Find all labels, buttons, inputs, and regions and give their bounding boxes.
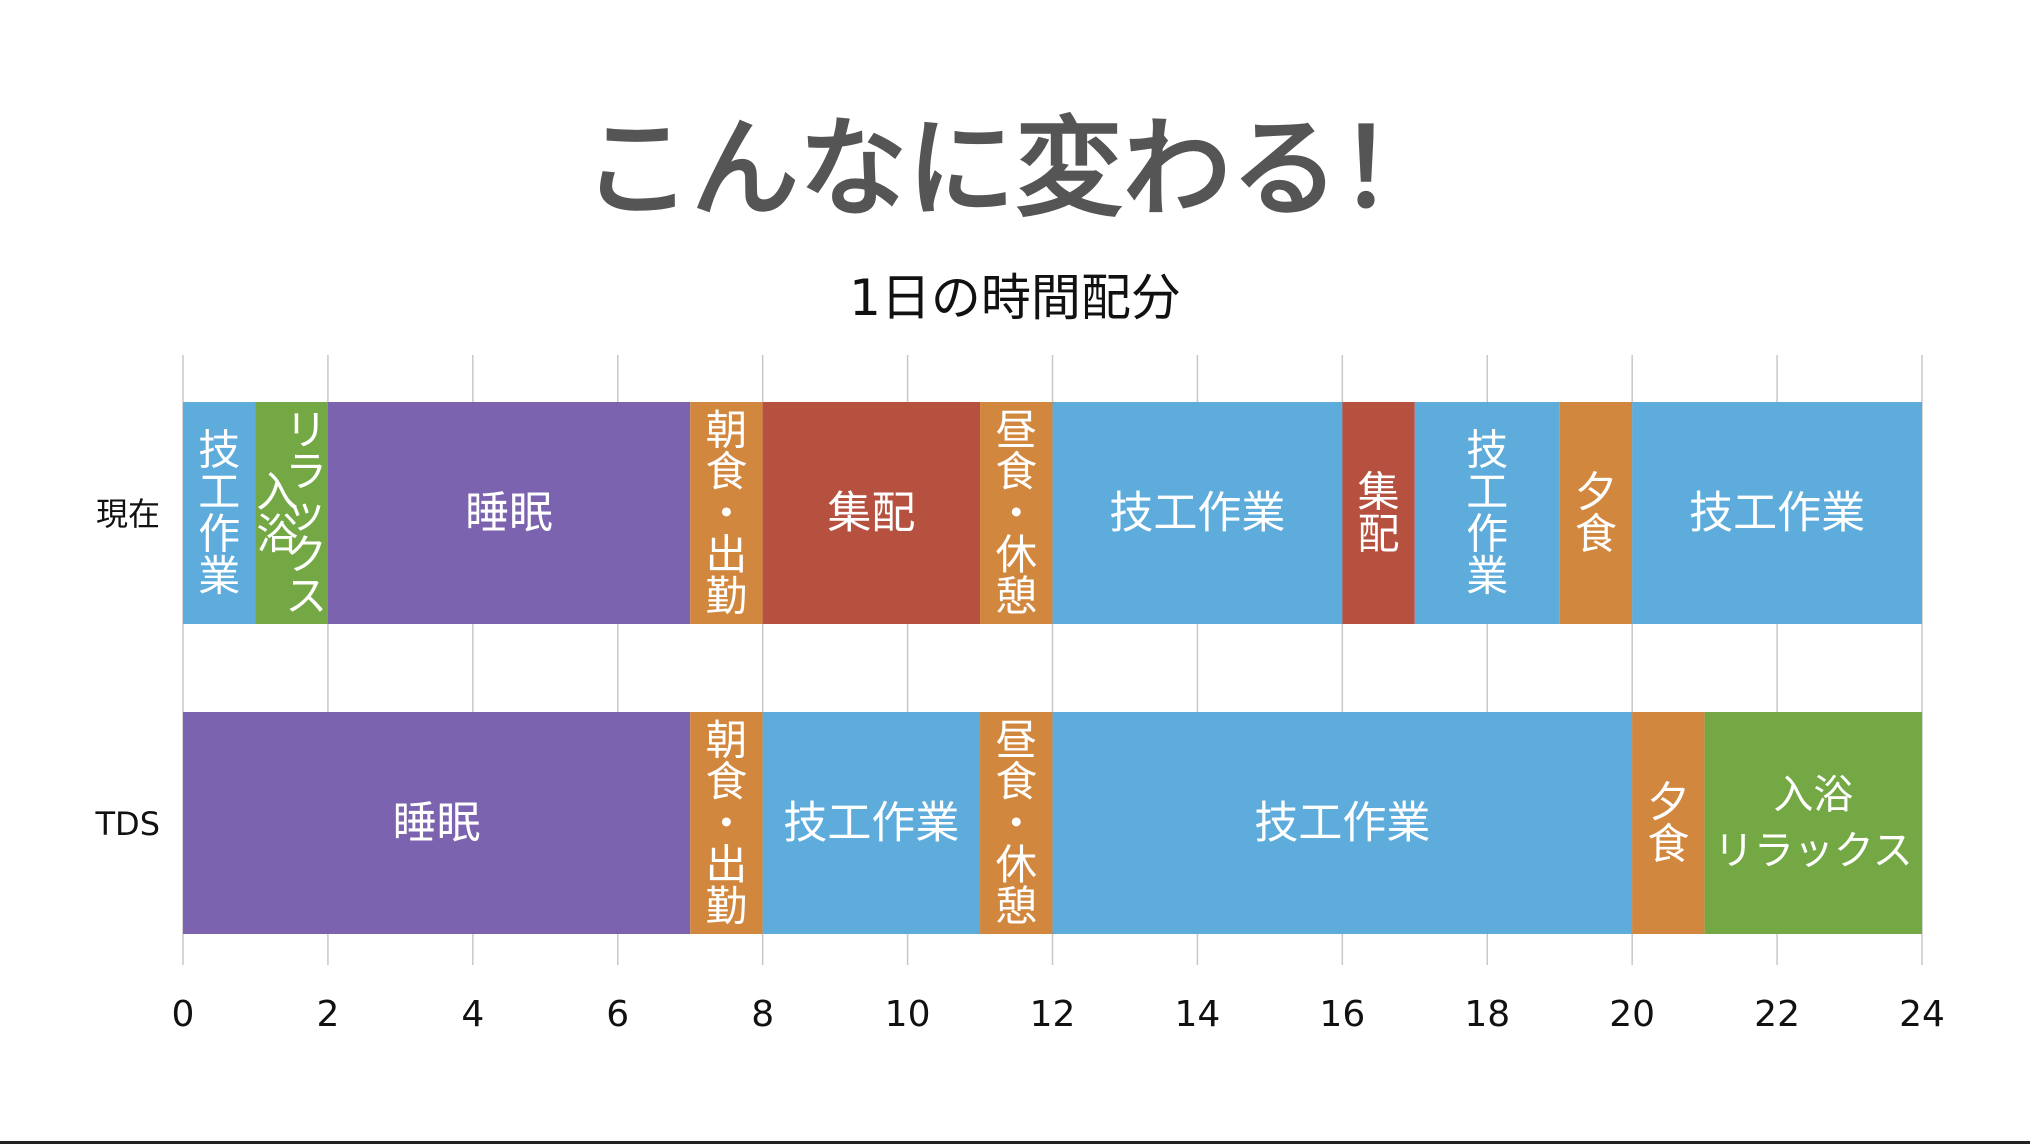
segment-label: 食 bbox=[706, 757, 748, 806]
row-label: 現在 bbox=[96, 495, 160, 533]
segment-label: 出 bbox=[706, 840, 748, 889]
segment-label: 朝 bbox=[706, 405, 748, 454]
segment-label: 昼 bbox=[995, 405, 1037, 454]
segment-label: 作 bbox=[1466, 510, 1508, 559]
bar-segment bbox=[1704, 712, 1922, 934]
segment-label: 技工作業 bbox=[783, 798, 959, 849]
bar-segment bbox=[980, 712, 1053, 934]
bar-segment bbox=[980, 402, 1053, 624]
segment-label: 食 bbox=[995, 447, 1037, 496]
segment-label: 休 bbox=[995, 530, 1037, 579]
segment-label: 睡眠 bbox=[465, 488, 553, 539]
segment-label: 入 bbox=[256, 468, 298, 517]
segment-label: リラックス bbox=[1714, 828, 1913, 874]
bars bbox=[183, 402, 1922, 934]
segment-label: 食 bbox=[1647, 820, 1689, 869]
segment-label: ッ bbox=[285, 489, 327, 538]
x-tick-label: 16 bbox=[1319, 994, 1365, 1035]
segment-label: 技工作業 bbox=[1689, 488, 1865, 539]
slide-title: こんなに変わる！ bbox=[582, 107, 1447, 232]
x-tick-label: 20 bbox=[1609, 994, 1655, 1035]
bar-segment bbox=[1632, 712, 1705, 934]
x-tick-label: 4 bbox=[461, 994, 484, 1035]
segment-label: 勤 bbox=[706, 572, 748, 621]
segment-label: 技工作業 bbox=[1109, 488, 1285, 539]
segment-label: 夕 bbox=[1647, 778, 1689, 827]
bar-segment bbox=[327, 402, 691, 624]
bar-segment bbox=[183, 712, 691, 934]
bar-segment bbox=[690, 712, 763, 934]
x-tick-label: 0 bbox=[172, 994, 195, 1035]
segment-label: ・ bbox=[706, 799, 748, 848]
x-tick-label: 14 bbox=[1175, 994, 1221, 1035]
row-label: TDS bbox=[95, 805, 161, 843]
bar-segment bbox=[1559, 402, 1633, 624]
segment-label: 憩 bbox=[995, 572, 1037, 621]
x-tick-label: 2 bbox=[316, 994, 339, 1035]
segment-label: 入浴 bbox=[1773, 772, 1853, 818]
segment-label: ク bbox=[285, 530, 327, 579]
segment-label: 作 bbox=[198, 510, 240, 559]
bar-segment bbox=[1342, 402, 1415, 624]
x-axis-tick-labels: 0 2 4 6 8 10 12 14 16 18 20 22 24 bbox=[172, 994, 1945, 1035]
segment-label: 食 bbox=[995, 757, 1037, 806]
x-tick-label: 10 bbox=[885, 994, 931, 1035]
x-tick-label: 6 bbox=[606, 994, 629, 1035]
segment-label: 集配 bbox=[827, 488, 915, 539]
segment-label: 浴 bbox=[256, 510, 298, 559]
segment-label: 出 bbox=[706, 530, 748, 579]
segment-label: 業 bbox=[1466, 552, 1508, 601]
segment-label: 技 bbox=[1466, 426, 1508, 475]
segment-label: 技 bbox=[198, 426, 240, 475]
segment-label: 睡眠 bbox=[393, 798, 481, 849]
bar-segment bbox=[762, 712, 981, 934]
segment-label: 技工作業 bbox=[1254, 798, 1430, 849]
segment-label: 昼 bbox=[995, 715, 1037, 764]
x-tick-label: 8 bbox=[751, 994, 774, 1035]
segment-label: 工 bbox=[1466, 468, 1508, 517]
chart-title: 1日の時間配分 bbox=[849, 269, 1181, 327]
bar-segment bbox=[1632, 402, 1922, 624]
x-tick-label: 22 bbox=[1754, 994, 1800, 1035]
segment-label: 勤 bbox=[706, 882, 748, 931]
x-tick-label: 18 bbox=[1464, 994, 1510, 1035]
x-tick-label: 12 bbox=[1030, 994, 1076, 1035]
segment-label: ス bbox=[285, 572, 327, 621]
segment-label: 食 bbox=[1575, 510, 1617, 559]
segment-label: ・ bbox=[995, 489, 1037, 538]
bar-segment bbox=[1052, 402, 1343, 624]
segment-label: ・ bbox=[706, 489, 748, 538]
segment-label: 配 bbox=[1358, 510, 1400, 559]
bar-segment bbox=[762, 402, 981, 624]
segment-label: 憩 bbox=[995, 882, 1037, 931]
segment-label: 朝 bbox=[706, 715, 748, 764]
segment-label: 夕 bbox=[1575, 468, 1617, 517]
x-tick-label: 24 bbox=[1899, 994, 1945, 1035]
segment-label: リ bbox=[285, 405, 327, 454]
segment-label: ・ bbox=[995, 799, 1037, 848]
bottom-divider bbox=[0, 1141, 2030, 1144]
segment-label: 休 bbox=[995, 840, 1037, 889]
bar-segment bbox=[255, 402, 328, 624]
bar-segment bbox=[183, 402, 256, 624]
bar-segment bbox=[1414, 402, 1560, 624]
segment-label: 業 bbox=[198, 552, 240, 601]
bar-segment bbox=[1052, 712, 1633, 934]
bar-segment bbox=[690, 402, 763, 624]
segment-label: 食 bbox=[706, 447, 748, 496]
row-labels: 現在 TDS bbox=[95, 495, 161, 843]
segment-label: ラ bbox=[285, 447, 327, 496]
segment-label: 工 bbox=[198, 468, 240, 517]
segment-label: 集 bbox=[1358, 468, 1400, 517]
